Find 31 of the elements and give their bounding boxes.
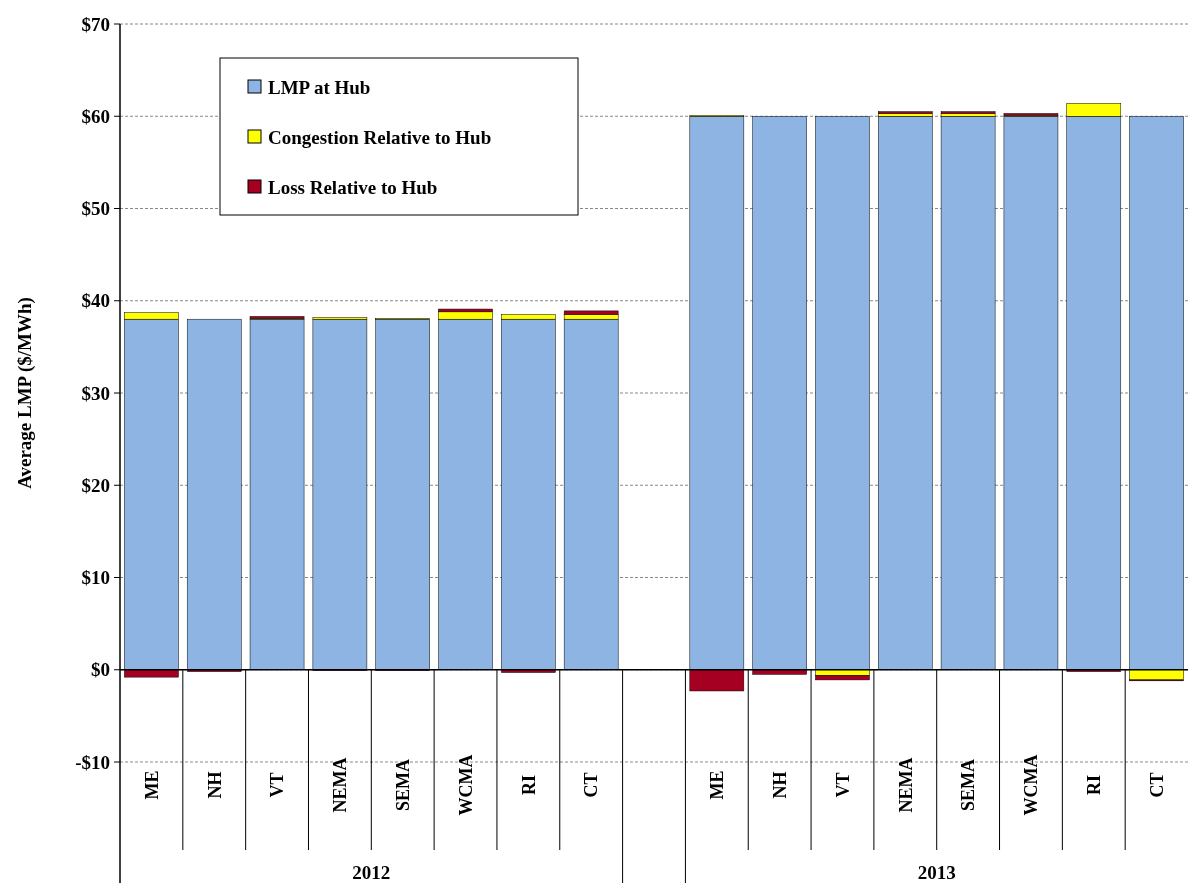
- y-tick-label: $20: [81, 474, 110, 496]
- legend-label: Congestion Relative to Hub: [268, 126, 492, 148]
- x-tick-label: CT: [1146, 772, 1167, 798]
- x-tick-label: RI: [518, 774, 539, 796]
- x-tick-label: SEMA: [958, 758, 979, 812]
- x-tick-label: NEMA: [330, 757, 351, 813]
- x-tick-label: VT: [832, 772, 853, 798]
- text: 2013: [917, 861, 956, 883]
- x-tick-label: NH: [204, 771, 225, 799]
- text: 2012: [352, 861, 391, 883]
- x-tick-label: NEMA: [895, 757, 916, 813]
- y-tick-label: $10: [81, 567, 110, 589]
- x-tick-label: SEMA: [393, 758, 414, 812]
- x-tick-label: RI: [1084, 774, 1105, 796]
- y-axis-title: Average LMP ($/MWh): [13, 297, 36, 489]
- y-tick-label: $40: [81, 290, 110, 312]
- x-tick-label: ME: [707, 770, 728, 800]
- y-tick-label: -$10: [75, 751, 110, 773]
- legend-label: Loss Relative to Hub: [268, 176, 438, 198]
- y-tick-label: $70: [81, 13, 110, 35]
- legend-label: LMP at Hub: [268, 76, 371, 98]
- x-tick-label: WCMA: [455, 754, 476, 816]
- y-tick-label: $60: [81, 105, 110, 127]
- x-tick-label: NH: [769, 771, 790, 799]
- x-tick-label: CT: [581, 772, 602, 798]
- x-tick-label: WCMA: [1021, 754, 1042, 816]
- x-tick-label: VT: [267, 772, 288, 798]
- x-tick-label: ME: [141, 770, 162, 800]
- y-tick-label: $50: [81, 198, 110, 220]
- y-tick-label: $30: [81, 382, 110, 404]
- y-tick-label: $0: [91, 659, 110, 681]
